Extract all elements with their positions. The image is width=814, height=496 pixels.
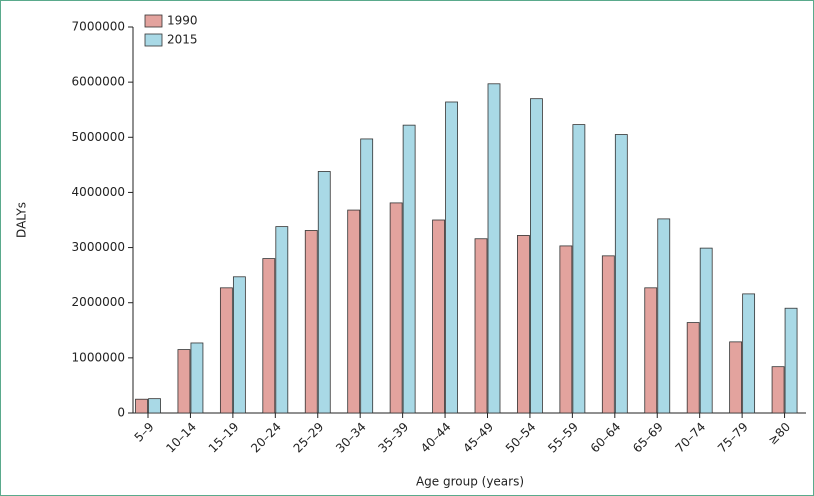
bar	[572, 124, 586, 414]
bar	[614, 134, 628, 414]
bar	[232, 276, 246, 414]
bar	[148, 398, 161, 414]
x-tick-label: 70–74	[673, 420, 709, 456]
x-axis-title: Age group (years)	[416, 475, 524, 489]
x-tick-label: 40–44	[418, 420, 454, 456]
y-tick-label: 0	[117, 406, 125, 420]
x-tick-label: 65–69	[630, 420, 666, 456]
x-tick-label: 25–29	[291, 420, 327, 456]
x-tick-label: 20–24	[248, 420, 284, 456]
bar	[742, 293, 756, 414]
y-axis-title: DALYs	[15, 202, 29, 238]
bar	[784, 307, 798, 414]
bar	[517, 235, 530, 414]
bar	[262, 258, 276, 414]
bar	[304, 230, 318, 414]
x-tick-label: 30–34	[333, 420, 369, 456]
y-tick-label: 6000000	[72, 75, 125, 89]
bar	[530, 98, 543, 414]
bar	[135, 398, 148, 414]
bar	[474, 238, 488, 414]
bar	[190, 342, 204, 414]
x-tick-label: 45–49	[460, 420, 496, 456]
bar	[771, 366, 785, 414]
x-tick-label: 5–9	[132, 420, 157, 445]
bar	[347, 209, 361, 414]
bar	[559, 245, 573, 414]
bar	[657, 218, 671, 414]
x-tick-label: 50–54	[503, 420, 539, 456]
legend-swatch	[144, 14, 163, 28]
legend-label: 2015	[167, 33, 198, 47]
x-tick-label: 55–59	[545, 420, 581, 456]
y-tick-label: 1000000	[72, 350, 125, 364]
bar	[317, 171, 331, 414]
bar	[699, 247, 713, 414]
bar	[445, 101, 458, 414]
bar	[729, 341, 743, 414]
bar	[644, 287, 658, 414]
y-tick-label: 3000000	[72, 240, 125, 254]
bar	[487, 83, 501, 414]
bar	[360, 138, 374, 414]
y-tick-label: 2000000	[72, 295, 125, 309]
bar	[601, 255, 615, 414]
x-tick-label: ≥80	[765, 420, 793, 448]
bar	[177, 349, 191, 414]
y-tick-label: 7000000	[72, 20, 125, 34]
x-tick-label: 35–39	[375, 420, 411, 456]
legend-swatch	[144, 33, 163, 47]
bar	[275, 226, 289, 414]
bar	[686, 322, 700, 414]
bar	[219, 287, 233, 414]
x-tick-label: 60–64	[588, 420, 624, 456]
x-tick-label: 75–79	[715, 420, 751, 456]
bar	[432, 219, 445, 414]
bar	[402, 124, 416, 414]
legend-label: 1990	[167, 14, 198, 28]
y-tick-label: 5000000	[72, 130, 125, 144]
x-tick-label: 10–14	[163, 420, 199, 456]
bar	[389, 202, 403, 414]
x-tick-label: 15–19	[206, 420, 242, 456]
y-tick-label: 4000000	[72, 185, 125, 199]
